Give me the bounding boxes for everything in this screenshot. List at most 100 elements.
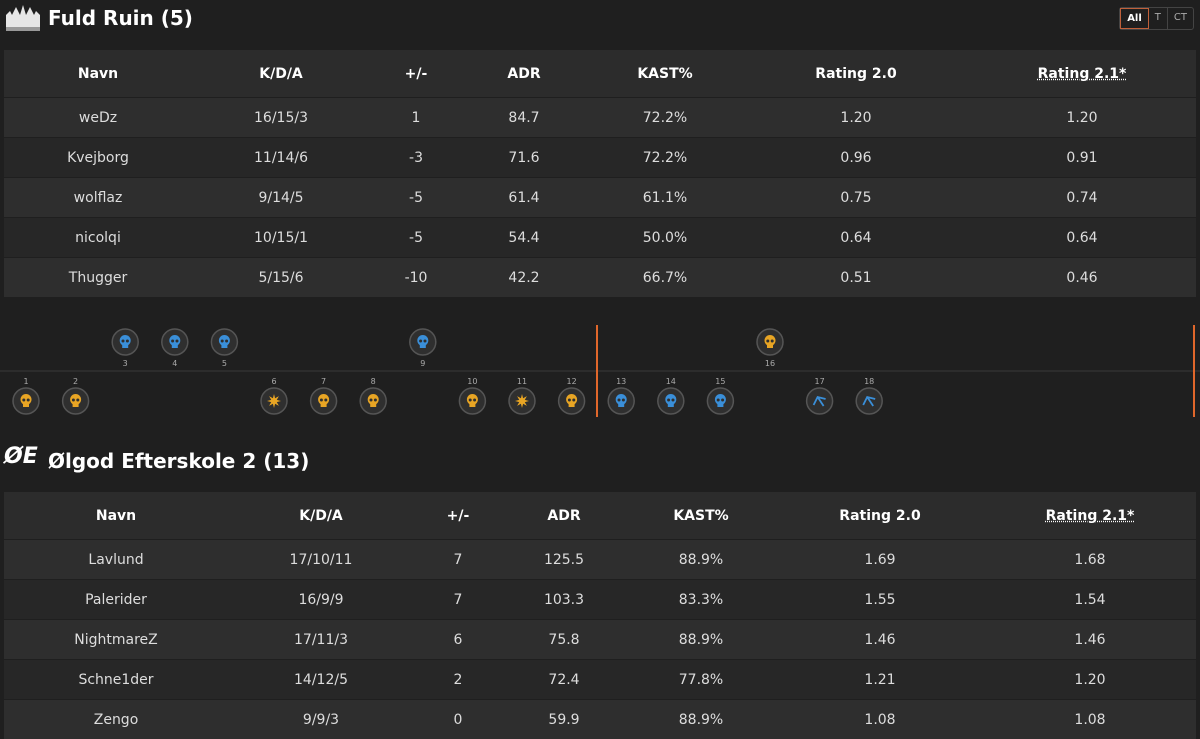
column-label: Navn (78, 66, 118, 82)
column-header: ADR (502, 492, 626, 540)
player-row: wolflaz9/14/5-561.461.1%0.750.74 (4, 178, 1196, 218)
round-icon (13, 388, 39, 414)
cell: 1.20 (744, 98, 968, 138)
round-icon (807, 388, 833, 414)
player-row: Lavlund17/10/117125.588.9%1.691.68 (4, 540, 1196, 580)
filter-button[interactable]: All (1120, 8, 1149, 29)
cell: 0.64 (968, 218, 1196, 258)
filter-button[interactable]: CT (1168, 8, 1193, 29)
cell: 17/10/11 (228, 540, 414, 580)
cell: 72.2% (586, 98, 744, 138)
cell: 1.46 (984, 620, 1196, 660)
player-row: nicolqi10/15/1-554.450.0%0.640.64 (4, 218, 1196, 258)
player-row: Palerider16/9/97103.383.3%1.551.54 (4, 580, 1196, 620)
cell: 0 (414, 700, 502, 739)
cell: 61.4 (462, 178, 586, 218)
skull-eye (766, 340, 769, 343)
column-label: K/D/A (299, 508, 343, 524)
cell: 88.9% (626, 540, 776, 580)
skull-jaw (668, 403, 674, 407)
round-number: 11 (517, 377, 527, 386)
cell: 103.3 (502, 580, 626, 620)
cell: 66.7% (586, 258, 744, 298)
round-icon (559, 388, 585, 414)
round-icon (608, 388, 634, 414)
column-header: KAST% (586, 50, 744, 98)
cell: 54.4 (462, 218, 586, 258)
cell: 0.75 (744, 178, 968, 218)
skull-jaw (420, 344, 426, 348)
round-number: 16 (765, 359, 775, 368)
round-number: 1 (23, 377, 28, 386)
column-label: +/- (447, 508, 470, 524)
cell: -3 (370, 138, 462, 178)
round-number: 17 (815, 377, 825, 386)
round-icon (707, 388, 733, 414)
column-label: Rating 2.1* (1038, 66, 1127, 82)
round-icon (856, 388, 882, 414)
round-number: 6 (271, 377, 276, 386)
column-label: ADR (507, 66, 540, 82)
cell: 72.4 (502, 660, 626, 700)
skull-jaw (469, 403, 475, 407)
skull-eye (771, 340, 774, 343)
cell: -5 (370, 218, 462, 258)
round-number: 18 (864, 377, 874, 386)
cell: 16/15/3 (192, 98, 370, 138)
round-icon (360, 388, 386, 414)
skull-jaw (23, 403, 29, 407)
skull-eye (76, 399, 79, 402)
cell: 14/12/5 (228, 660, 414, 700)
cell: 17/11/3 (228, 620, 414, 660)
skull-jaw (767, 344, 773, 348)
stats-table: NavnK/D/A+/-ADRKAST%Rating 2.0Rating 2.1… (4, 50, 1196, 297)
cell: 1.08 (984, 700, 1196, 739)
skull-eye (171, 340, 174, 343)
cell: 1.20 (968, 98, 1196, 138)
skull-jaw (569, 403, 575, 407)
column-label: Rating 2.0 (815, 66, 896, 82)
filter-button[interactable]: T (1149, 8, 1168, 29)
skull-eye (370, 399, 373, 402)
skull-eye (122, 340, 125, 343)
cell: 0.64 (744, 218, 968, 258)
player-row: Kvejborg11/14/6-371.672.2%0.960.91 (4, 138, 1196, 178)
column-header: +/- (370, 50, 462, 98)
cell: 0.74 (968, 178, 1196, 218)
team-logo (4, 3, 42, 33)
skull-eye (473, 399, 476, 402)
header-row: NavnK/D/A+/-ADRKAST%Rating 2.0Rating 2.1… (4, 492, 1196, 540)
player-row: weDz16/15/3184.772.2%1.201.20 (4, 98, 1196, 138)
column-header: Rating 2.1* (968, 50, 1196, 98)
cell: 1.21 (776, 660, 984, 700)
team-logo: ØE (4, 444, 38, 469)
skull-eye (717, 399, 720, 402)
column-label: KAST% (637, 66, 692, 82)
skull-jaw (321, 403, 327, 407)
skull-eye (22, 399, 25, 402)
cell: weDz (4, 98, 192, 138)
skull-eye (469, 399, 472, 402)
round-icon (211, 329, 237, 355)
cell: 1.20 (984, 660, 1196, 700)
round-icon (658, 388, 684, 414)
skull-eye (618, 399, 621, 402)
cell: -10 (370, 258, 462, 298)
cell: Thugger (4, 258, 192, 298)
skull-jaw (618, 403, 624, 407)
skull-eye (176, 340, 179, 343)
cell: 16/9/9 (228, 580, 414, 620)
cell: 11/14/6 (192, 138, 370, 178)
column-header: KAST% (626, 492, 776, 540)
skull-eye (27, 399, 30, 402)
skull-jaw (122, 344, 128, 348)
column-label: Rating 2.1* (1046, 508, 1135, 524)
team-title: Ølgod Efterskole 2 (13) (48, 449, 309, 473)
round-icon (162, 329, 188, 355)
player-row: Thugger5/15/6-1042.266.7%0.510.46 (4, 258, 1196, 298)
round-number: 13 (616, 377, 626, 386)
cell: Palerider (4, 580, 228, 620)
round-number: 4 (172, 359, 177, 368)
skull-jaw (172, 344, 178, 348)
cell: 1 (370, 98, 462, 138)
